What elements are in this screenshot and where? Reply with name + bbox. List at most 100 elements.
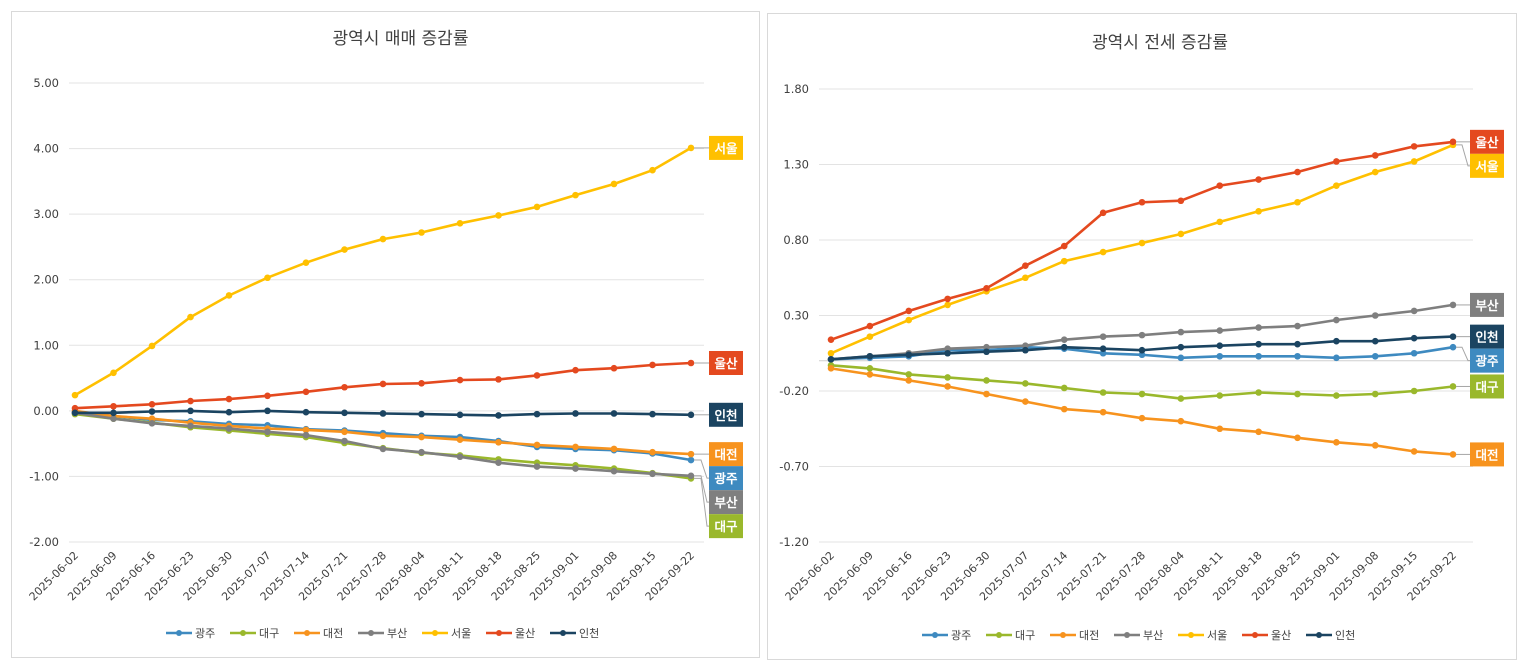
leader-line bbox=[1456, 144, 1470, 167]
y-tick-label: 0.80 bbox=[783, 233, 809, 247]
end-label-대구: 대구 bbox=[1456, 374, 1504, 399]
data-point bbox=[944, 295, 951, 303]
legend-swatch-marker bbox=[932, 632, 938, 638]
legend-item-대구[interactable]: 대구 bbox=[986, 629, 1035, 642]
data-point bbox=[983, 390, 990, 398]
data-point bbox=[905, 351, 913, 359]
y-tick-label: -1.20 bbox=[779, 535, 809, 549]
legend-item-인천[interactable]: 인천 bbox=[550, 626, 599, 640]
legend-swatch-marker bbox=[176, 630, 182, 636]
data-point bbox=[1216, 218, 1224, 226]
data-point bbox=[983, 348, 990, 356]
data-point bbox=[866, 371, 874, 378]
data-point bbox=[341, 246, 348, 253]
data-point bbox=[1177, 395, 1185, 402]
y-tick-label: -0.70 bbox=[779, 460, 809, 474]
data-point bbox=[944, 301, 951, 309]
data-point bbox=[572, 465, 579, 472]
legend-swatch-marker bbox=[1060, 632, 1066, 638]
data-point bbox=[187, 407, 194, 415]
data-point bbox=[495, 459, 502, 466]
series-line bbox=[830, 143, 1454, 355]
data-point bbox=[1022, 262, 1029, 269]
data-point bbox=[341, 409, 348, 417]
legend-item-부산[interactable]: 부산 bbox=[358, 627, 407, 640]
leader-line bbox=[1456, 346, 1470, 362]
data-point bbox=[572, 191, 579, 199]
data-point bbox=[418, 433, 425, 441]
data-point bbox=[687, 456, 695, 464]
data-point bbox=[533, 203, 541, 211]
data-point bbox=[649, 448, 656, 456]
data-point bbox=[1177, 328, 1185, 336]
data-point bbox=[71, 404, 79, 412]
data-point bbox=[302, 259, 310, 266]
data-point bbox=[1371, 352, 1379, 360]
data-point bbox=[687, 472, 695, 480]
data-point bbox=[533, 441, 541, 449]
data-point bbox=[187, 313, 194, 321]
data-point bbox=[1022, 274, 1029, 282]
data-point bbox=[379, 410, 387, 417]
end-label-box bbox=[1470, 292, 1504, 317]
data-point bbox=[572, 410, 579, 417]
end-label-서울: 서울 bbox=[1456, 144, 1504, 178]
legend-item-서울[interactable]: 서울 bbox=[422, 627, 471, 640]
data-point bbox=[495, 376, 502, 383]
end-label-광주: 광주 bbox=[1456, 346, 1504, 373]
data-point bbox=[1216, 342, 1224, 350]
data-point bbox=[1255, 352, 1262, 360]
data-point bbox=[944, 374, 951, 381]
data-point bbox=[1410, 448, 1418, 455]
end-label-대전: 대전 bbox=[694, 442, 743, 467]
legend-item-대전[interactable]: 대전 bbox=[294, 627, 343, 640]
data-point bbox=[827, 365, 835, 372]
data-point bbox=[866, 365, 874, 372]
legend-item-대구[interactable]: 대구 bbox=[230, 627, 279, 640]
data-point bbox=[264, 392, 271, 400]
legend-swatch-marker bbox=[496, 630, 502, 636]
data-point bbox=[302, 431, 310, 439]
data-point bbox=[110, 415, 117, 423]
end-label-text: 대구 bbox=[1475, 379, 1499, 394]
data-point bbox=[1255, 176, 1262, 183]
data-point bbox=[1138, 414, 1146, 422]
data-point bbox=[1449, 383, 1457, 390]
legend-item-서울[interactable]: 서울 bbox=[1178, 629, 1227, 642]
y-tick-label: 1.30 bbox=[783, 158, 809, 172]
legend-item-광주[interactable]: 광주 bbox=[922, 629, 971, 642]
legend-item-울산[interactable]: 울산 bbox=[1242, 629, 1291, 642]
legend-swatch-marker bbox=[240, 630, 246, 636]
legend-item-광주[interactable]: 광주 bbox=[166, 627, 215, 640]
data-point bbox=[905, 371, 913, 378]
data-point bbox=[1371, 152, 1379, 159]
end-label-box bbox=[709, 466, 743, 491]
data-point bbox=[418, 229, 425, 236]
legend-swatch-marker bbox=[996, 632, 1002, 638]
legend-item-대전[interactable]: 대전 bbox=[1050, 629, 1099, 642]
data-point bbox=[649, 361, 656, 369]
data-point bbox=[1022, 342, 1029, 350]
series-line bbox=[74, 146, 692, 397]
y-tick-label: 5.00 bbox=[33, 76, 59, 90]
end-label-부산: 부산 bbox=[1456, 292, 1504, 317]
data-point bbox=[687, 411, 695, 419]
legend-item-울산[interactable]: 울산 bbox=[486, 627, 535, 640]
end-label-text: 인천 bbox=[714, 408, 737, 423]
data-point bbox=[944, 345, 951, 353]
legend-label: 광주 bbox=[195, 627, 215, 640]
data-point bbox=[1060, 384, 1068, 392]
data-point bbox=[944, 383, 951, 390]
data-point bbox=[1060, 343, 1068, 351]
end-label-box bbox=[1470, 374, 1504, 399]
data-point bbox=[610, 180, 618, 188]
data-point bbox=[1060, 405, 1068, 413]
data-point bbox=[456, 453, 464, 461]
legend-item-부산[interactable]: 부산 bbox=[1114, 629, 1163, 642]
legend-item-인천[interactable]: 인천 bbox=[1306, 628, 1355, 642]
end-label-box bbox=[709, 350, 743, 375]
end-label-text: 서울 bbox=[714, 141, 738, 156]
data-point bbox=[1333, 354, 1340, 362]
leader-line bbox=[694, 477, 709, 527]
data-point bbox=[187, 397, 194, 405]
